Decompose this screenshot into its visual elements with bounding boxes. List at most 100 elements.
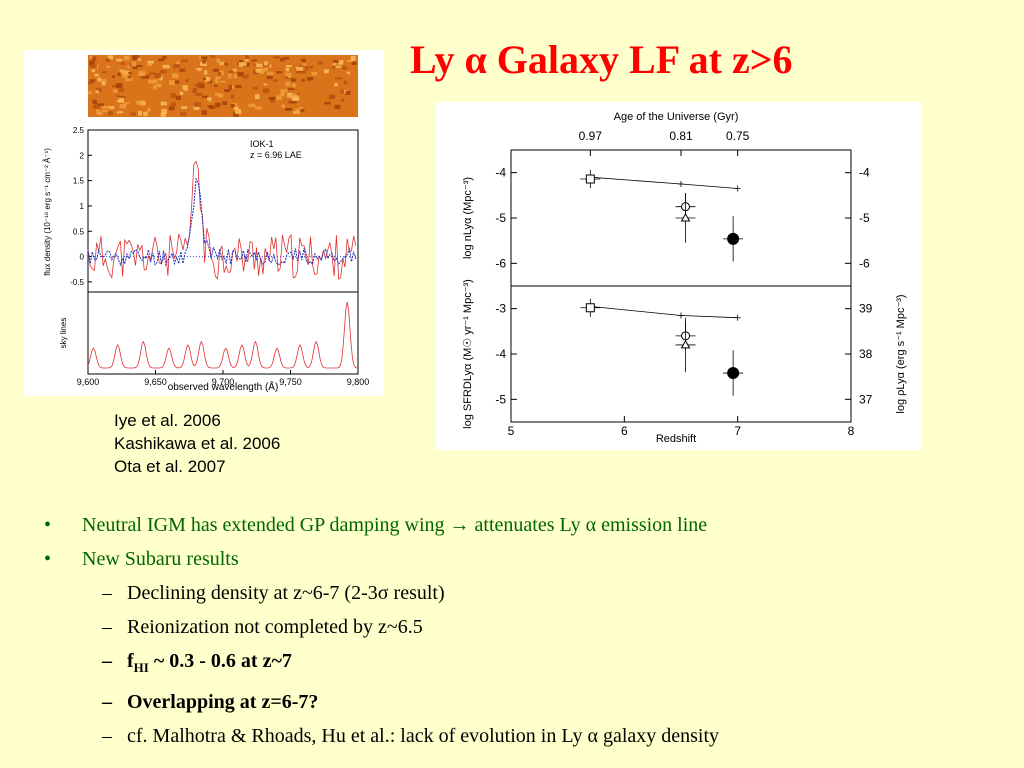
lae-name: IOK-1 — [250, 139, 274, 149]
density-figure: Age of the Universe (Gyr) 5 6 7 8 0.97 0.81 0.… — [436, 102, 922, 450]
redshift-tick-label: 8 — [848, 424, 855, 438]
spectrum-x-tick-label: 9,650 — [144, 377, 167, 387]
upper-square-point — [585, 174, 595, 184]
references: Iye et al. 2006 Kashikawa et al. 2006 Ot… — [114, 409, 280, 478]
image-strip-speckle — [175, 95, 181, 100]
image-strip-speckle — [351, 61, 357, 65]
image-strip-speckle — [308, 65, 314, 69]
image-strip-speckle — [287, 75, 292, 78]
lower-y-tick-label: -3 — [495, 302, 506, 316]
image-strip-speckle — [239, 59, 243, 64]
spectrum-x-tick-label: 9,600 — [77, 377, 100, 387]
image-strip-speckle — [291, 95, 299, 101]
image-strip-speckle — [143, 111, 148, 116]
upper-right-tick-label: -4 — [859, 166, 870, 180]
image-strip-speckle — [255, 94, 260, 99]
image-strip-speckle — [170, 93, 176, 98]
image-strip-speckle — [343, 80, 348, 85]
image-strip-speckle — [207, 105, 213, 108]
redshift-tick-label: 6 — [621, 424, 628, 438]
image-strip-speckle — [273, 56, 280, 59]
image-strip-speckle — [224, 89, 231, 93]
image-strip-speckle — [280, 91, 285, 97]
image-strip-speckle — [267, 72, 274, 76]
image-strip-speckle — [204, 76, 211, 82]
image-strip-speckle — [96, 103, 104, 106]
image-strip-speckle — [185, 79, 189, 83]
image-strip-speckle — [88, 81, 94, 85]
image-strip-speckle — [218, 93, 224, 98]
lower-triangle-point — [680, 339, 691, 349]
reference-item: Kashikawa et al. 2006 — [114, 434, 281, 453]
image-strip-speckle — [283, 57, 290, 60]
image-strip-speckle — [324, 101, 331, 105]
image-strip-speckle — [103, 106, 111, 109]
image-strip-speckle — [173, 64, 181, 69]
image-strip-speckle — [318, 61, 324, 65]
image-strip-speckle — [276, 95, 282, 101]
image-strip-speckle — [93, 104, 100, 109]
image-strip-speckle — [256, 63, 263, 68]
spectrum-x-tick-label: 9,700 — [212, 377, 235, 387]
image-strip-speckle — [276, 71, 282, 74]
image-strip-speckle — [302, 62, 307, 66]
bullet-item: • Neutral IGM has extended GP damping wi… — [44, 508, 1004, 542]
image-strip-speckle — [328, 95, 336, 99]
image-strip-speckle — [100, 78, 107, 83]
image-strip-speckle — [168, 106, 175, 111]
image-strip-speckle — [307, 77, 314, 81]
image-strip-speckle — [117, 72, 121, 77]
upper-triangle-point — [680, 212, 691, 222]
fhi-subscript: HI — [133, 660, 149, 675]
image-strip-speckle — [252, 86, 258, 90]
image-strip-speckle — [295, 93, 300, 97]
image-strip-speckle — [216, 58, 220, 63]
image-strip-speckle — [106, 65, 111, 68]
reference-item: Ota et al. 2007 — [114, 457, 226, 476]
image-strip-speckle — [340, 98, 345, 102]
density-chart: Age of the Universe (Gyr) 5 6 7 8 0.97 0.81 0.… — [436, 102, 922, 450]
image-strip-speckle — [148, 79, 155, 84]
image-strip-speckle — [130, 112, 136, 116]
image-strip-speckle — [296, 66, 304, 71]
sub-bullet-item: – cf. Malhotra & Rhoads, Hu et al.: lack… — [44, 719, 1004, 753]
image-strip-speckle — [116, 58, 123, 62]
image-strip-speckle — [143, 75, 150, 79]
image-strip-speckle — [162, 56, 167, 59]
sub-bullet-item: – Declining density at z~6-7 (2-3σ resul… — [44, 576, 1004, 610]
lower-model-point — [734, 314, 741, 321]
image-strip-speckle — [340, 89, 344, 94]
bullet-text: Neutral IGM has extended GP damping wing… — [82, 514, 708, 536]
bullet-item: • New Subaru results — [44, 542, 1004, 576]
image-strip-speckle — [137, 58, 142, 61]
image-strip-speckle — [154, 73, 162, 78]
image-strip-speckle — [219, 70, 224, 76]
image-strip-speckle — [161, 108, 167, 114]
image-strip-speckle — [136, 100, 143, 105]
image-strip-speckle — [350, 55, 356, 61]
upper-right-tick-label: -5 — [859, 211, 870, 225]
image-strip-speckle — [94, 73, 99, 77]
image-strip-speckle — [305, 66, 309, 71]
image-strip-speckle — [108, 111, 114, 116]
image-strip-speckle — [119, 104, 126, 109]
image-strip-speckle — [291, 101, 297, 104]
age-tick-label: 0.81 — [669, 129, 693, 143]
image-strip-speckle — [346, 59, 353, 63]
image-strip-speckle — [285, 67, 290, 72]
image-strip-speckle — [118, 88, 125, 92]
image-strip-speckle — [182, 85, 188, 90]
image-strip-speckle — [92, 99, 97, 105]
dash-marker: – — [102, 691, 112, 713]
image-strip-speckle — [160, 112, 166, 118]
upper-y-tick-label: -5 — [495, 211, 506, 225]
bullet-marker: • — [44, 514, 52, 536]
image-strip-speckle — [298, 106, 304, 110]
sub-bullet-text: Overlapping at z=6-7? — [127, 691, 319, 713]
image-strip-speckle — [228, 84, 233, 90]
sub-bullet-text: cf. Malhotra & Rhoads, Hu et al.: lack o… — [127, 725, 720, 747]
spectrum-y-tick-label: 2 — [80, 151, 85, 160]
image-strip-speckle — [132, 65, 138, 70]
sky-lines-series — [87, 301, 359, 369]
image-strip-speckle — [287, 88, 295, 91]
